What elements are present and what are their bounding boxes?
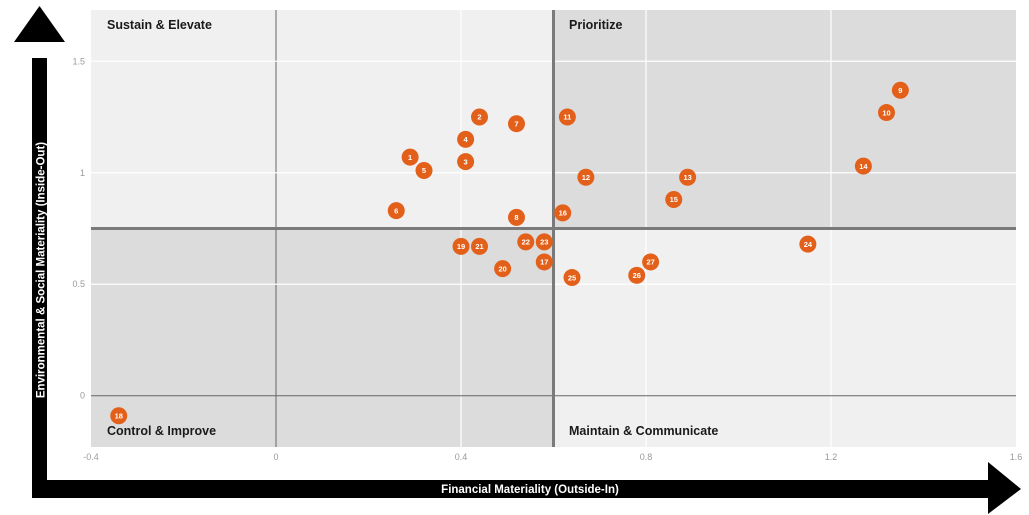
data-point-label: 12 [582, 173, 590, 182]
data-point-marker [387, 202, 405, 220]
data-point-label: 25 [568, 273, 576, 282]
x-tick-label: 1.2 [825, 452, 838, 462]
data-point-label: 10 [882, 108, 890, 117]
quadrant-bg-bottom-right [553, 228, 1016, 447]
data-point-marker [558, 108, 576, 126]
data-point-label: 14 [859, 162, 868, 171]
data-point-marker [679, 168, 697, 186]
data-point-marker [878, 104, 895, 122]
data-point-marker [642, 253, 660, 271]
data-point-marker [535, 253, 553, 271]
data-point-label: 19 [457, 242, 465, 251]
data-point-marker [563, 269, 581, 287]
data-point-label: 9 [898, 86, 902, 95]
data-point-label: 4 [464, 135, 469, 144]
data-point-marker [471, 108, 488, 126]
data-point-marker [457, 130, 475, 148]
data-point-marker [554, 204, 572, 222]
data-point-marker [471, 237, 488, 255]
quadrant-label-control-improve: Control & Improve [107, 424, 216, 438]
data-point-marker [891, 81, 909, 99]
tick-labels: -0.4 0 0.4 0.8 1.2 1.6 0 0.5 1 1.5 [72, 56, 1022, 462]
data-point-label: 7 [514, 119, 518, 128]
data-point-label: 3 [464, 157, 468, 166]
data-point-label: 8 [514, 213, 518, 222]
data-point-label: 2 [477, 113, 481, 122]
x-axis-arrowhead [988, 462, 1021, 514]
data-point-label: 27 [646, 258, 654, 267]
data-point-label: 21 [475, 242, 483, 251]
data-point-marker [628, 266, 646, 284]
data-point-marker [110, 407, 128, 425]
data-point-marker [799, 235, 817, 253]
threshold-lines [91, 10, 1016, 447]
data-point-marker [577, 168, 595, 186]
data-point-label: 17 [540, 258, 548, 267]
data-point-marker [854, 157, 872, 175]
data-point-marker [665, 191, 683, 209]
quadrant-labels: Sustain & Elevate Prioritize Control & I… [107, 18, 718, 438]
data-point-marker [457, 153, 475, 171]
data-point-label: 6 [394, 206, 398, 215]
data-point-marker [494, 260, 512, 278]
data-point-label: 22 [522, 238, 530, 247]
data-point-label: 24 [804, 240, 813, 249]
data-point-label: 18 [115, 411, 123, 420]
data-point-marker [452, 237, 470, 255]
x-tick-label: 0.8 [640, 452, 653, 462]
data-point-label: 15 [670, 195, 678, 204]
data-point-label: 23 [540, 238, 548, 247]
quadrant-bg-top-right [553, 10, 1016, 229]
y-tick-label: 1.5 [72, 56, 85, 66]
y-axis-arrowhead [14, 6, 65, 42]
quadrant-label-maintain-communicate: Maintain & Communicate [569, 424, 718, 438]
y-tick-label: 1 [80, 168, 85, 178]
x-tick-label: -0.4 [83, 452, 99, 462]
quadrant-label-prioritize: Prioritize [569, 18, 623, 32]
x-tick-label: 0 [273, 452, 278, 462]
data-point-marker [508, 208, 525, 226]
quadrant-backgrounds [91, 10, 1016, 447]
y-tick-label: 0 [80, 391, 85, 401]
data-point-marker [415, 162, 433, 180]
axis-arrows [14, 6, 1021, 514]
data-point-marker [517, 233, 535, 251]
data-point-marker [401, 148, 419, 166]
x-axis-title: Financial Materiality (Outside-In) [441, 484, 619, 496]
x-tick-label: 0.4 [455, 452, 468, 462]
data-point-label: 5 [422, 166, 426, 175]
data-point-label: 20 [498, 264, 506, 273]
data-point-marker [535, 233, 553, 251]
quadrant-label-sustain-elevate: Sustain & Elevate [107, 18, 212, 32]
data-point-label: 13 [683, 173, 691, 182]
data-point-label: 1 [408, 153, 412, 162]
y-axis-arrow [32, 58, 47, 480]
data-point-label: 11 [563, 113, 571, 122]
quadrant-bg-bottom-left [91, 228, 554, 447]
x-axis-arrow [32, 480, 994, 498]
data-point-label: 16 [559, 209, 567, 218]
data-point-marker [508, 115, 525, 133]
data-point-label: 26 [633, 271, 641, 280]
x-tick-label: 1.6 [1010, 452, 1023, 462]
y-axis-title: Environmental & Social Materiality (Insi… [36, 142, 48, 398]
y-tick-label: 0.5 [72, 279, 85, 289]
